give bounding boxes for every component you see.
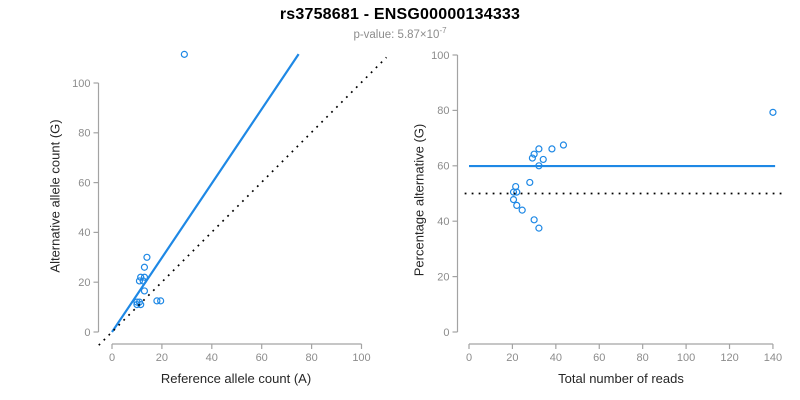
y-tick-label: 40 — [437, 216, 449, 228]
data-point — [153, 297, 161, 305]
x-tick-label: 100 — [677, 352, 695, 364]
data-point — [530, 216, 538, 224]
data-point — [559, 141, 568, 149]
x-tick-label: 80 — [637, 352, 649, 364]
data-point — [518, 206, 526, 214]
x-tick-label: 140 — [764, 352, 782, 364]
y-tick-label: 80 — [437, 105, 449, 117]
right-yaxis-label: Percentage alternative (G) — [411, 123, 427, 277]
x-tick-label: 60 — [256, 352, 268, 364]
data-point — [526, 178, 534, 187]
data-point — [157, 297, 165, 305]
data-point — [137, 301, 145, 309]
y-tick-label: 80 — [78, 128, 90, 140]
data-point — [769, 108, 777, 116]
percentage-reads-panel: 0 20 40 60 80 100 0 20 40 60 80 100 120 140 — [431, 50, 785, 364]
data-point — [513, 201, 521, 210]
x-tick-label: 40 — [206, 352, 218, 364]
data-point — [513, 188, 521, 196]
y-tick-label: 100 — [72, 78, 90, 90]
data-point — [509, 195, 518, 204]
data-point — [548, 145, 556, 153]
data-point — [530, 150, 538, 158]
x-tick-label: 60 — [593, 352, 605, 364]
x-tick-label: 40 — [550, 352, 562, 364]
x-tick-label: 0 — [109, 352, 115, 364]
identity-line — [98, 56, 388, 346]
pvalue-exponent: -7 — [439, 26, 447, 35]
fitted-ratio-line — [111, 53, 300, 333]
y-tick-label: 60 — [78, 177, 90, 189]
y-tick-label: 60 — [437, 161, 449, 173]
figure-subtitle: p-value: 5.87×10-7 — [0, 26, 800, 41]
right-xaxis-label: Total number of reads — [558, 371, 684, 386]
y-tick-label: 20 — [437, 271, 449, 283]
x-tick-label: 20 — [506, 352, 518, 364]
data-point — [539, 155, 547, 164]
x-tick-label: 100 — [352, 352, 370, 364]
left-yaxis-label: Alternative allele count (G) — [47, 119, 63, 273]
x-tick-label: 80 — [305, 352, 317, 364]
data-point — [135, 277, 144, 285]
x-tick-label: 120 — [720, 352, 738, 364]
data-point — [180, 50, 188, 58]
allele-count-panel: 0 20 40 60 80 100 0 20 40 60 80 100 — [72, 50, 388, 364]
figure-title: rs3758681 - ENSG00000134333 — [279, 6, 521, 23]
x-tick-label: 20 — [156, 352, 168, 364]
y-tick-label: 40 — [78, 227, 90, 239]
data-point — [528, 154, 536, 162]
data-point — [535, 145, 543, 153]
data-point — [140, 263, 149, 271]
data-point — [140, 287, 149, 295]
y-tick-label: 100 — [431, 50, 449, 62]
data-point — [535, 224, 543, 232]
y-tick-label: 0 — [84, 327, 90, 339]
data-point — [133, 301, 141, 309]
x-tick-label: 0 — [466, 352, 472, 364]
y-tick-label: 20 — [78, 277, 90, 289]
data-point — [509, 188, 518, 196]
pvalue-text: p-value: 5.87×10 — [353, 28, 440, 41]
left-xaxis-label: Reference allele count (A) — [160, 371, 312, 386]
y-tick-label: 0 — [443, 327, 449, 339]
data-point — [143, 253, 151, 261]
data-point — [140, 273, 149, 281]
